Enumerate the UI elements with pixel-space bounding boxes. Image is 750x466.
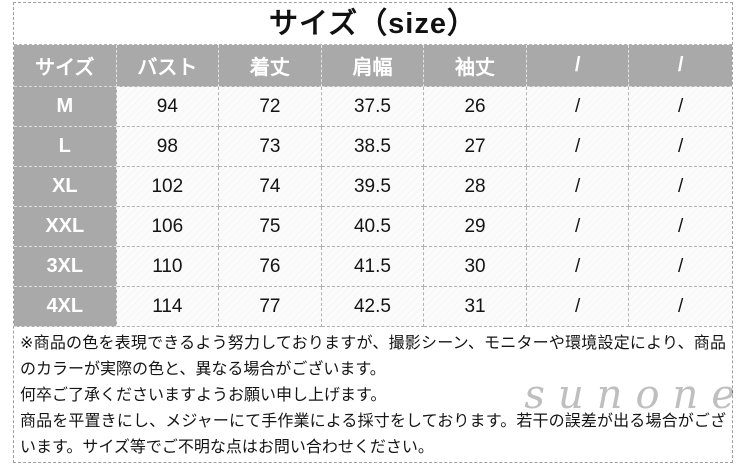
- table-cell: 26: [424, 87, 527, 127]
- table-cell: 77: [219, 287, 322, 327]
- table-cell: 76: [219, 247, 322, 287]
- table-row: M 94 72 37.5 26 / /: [14, 87, 732, 127]
- table-cell: 37.5: [321, 87, 425, 127]
- page-title: サイズ（size）: [14, 3, 732, 45]
- size-table: サイズ バスト 着丈 肩幅 袖丈 / / M 94 72 37.5 26 /: [14, 45, 732, 327]
- size-table-body: M 94 72 37.5 26 / / L 98 73 38.5 27 / /: [14, 87, 732, 327]
- table-cell: /: [629, 167, 732, 207]
- table-cell: 106: [116, 207, 220, 247]
- table-cell: 39.5: [321, 167, 425, 207]
- note-understanding-request: 何卒ご了承くださいますようお願い申し上げます。: [20, 387, 387, 404]
- table-cell: /: [526, 207, 630, 247]
- column-header-shoulder: 肩幅: [321, 45, 425, 87]
- table-row: L 98 73 38.5 27 / /: [14, 127, 732, 167]
- table-row: 4XL 114 77 42.5 31 / /: [14, 287, 732, 327]
- table-cell: 74: [219, 167, 322, 207]
- column-header-blank-2: /: [629, 45, 732, 87]
- table-cell: 102: [116, 167, 220, 207]
- table-cell: 110: [116, 247, 220, 287]
- table-cell: /: [629, 127, 732, 167]
- table-cell: 38.5: [321, 127, 425, 167]
- header-row: サイズ バスト 着丈 肩幅 袖丈 / /: [14, 45, 732, 87]
- table-cell: 28: [424, 167, 527, 207]
- table-cell: 41.5: [321, 247, 425, 287]
- table-cell: /: [629, 247, 732, 287]
- table-cell: 42.5: [321, 287, 425, 327]
- table-cell: /: [629, 87, 732, 127]
- table-cell: 40.5: [321, 207, 425, 247]
- size-label: M: [14, 87, 117, 127]
- table-cell: /: [526, 87, 630, 127]
- table-cell: 30: [424, 247, 527, 287]
- note-measurement-disclaimer: 商品を平置きにし、メジャーにて手作業による採寸をしております。若干の誤差が出る場…: [20, 413, 726, 456]
- table-cell: /: [526, 167, 630, 207]
- size-table-header: サイズ バスト 着丈 肩幅 袖丈 / /: [14, 45, 732, 87]
- table-cell: 29: [424, 207, 527, 247]
- table-cell: 27: [424, 127, 527, 167]
- column-header-size: サイズ: [14, 45, 117, 87]
- size-label: XXL: [14, 207, 117, 247]
- column-header-sleeve: 袖丈: [424, 45, 527, 87]
- table-cell: 114: [116, 287, 220, 327]
- table-cell: /: [629, 287, 732, 327]
- table-cell: 72: [219, 87, 322, 127]
- notes-section: ※商品の色を表現できるよう努力しておりますが、撮影シーン、モニターや環境設定によ…: [14, 327, 732, 461]
- table-cell: 98: [116, 127, 220, 167]
- table-row: XXL 106 75 40.5 29 / /: [14, 207, 732, 247]
- table-row: 3XL 110 76 41.5 30 / /: [14, 247, 732, 287]
- table-row: XL 102 74 39.5 28 / /: [14, 167, 732, 207]
- size-label: 3XL: [14, 247, 117, 287]
- table-cell: 73: [219, 127, 322, 167]
- table-cell: /: [526, 127, 630, 167]
- column-header-length: 着丈: [219, 45, 322, 87]
- size-chart-panel: サイズ（size） サイズ バスト 着丈 肩幅 袖丈 / / M 94 72: [13, 2, 733, 463]
- table-cell: /: [526, 247, 630, 287]
- note-color-disclaimer: ※商品の色を表現できるよう努力しておりますが、撮影シーン、モニターや環境設定によ…: [20, 335, 726, 378]
- table-cell: 75: [219, 207, 322, 247]
- column-header-blank-1: /: [526, 45, 630, 87]
- size-label: XL: [14, 167, 117, 207]
- table-cell: 31: [424, 287, 527, 327]
- size-label: L: [14, 127, 117, 167]
- table-cell: 94: [116, 87, 220, 127]
- column-header-bust: バスト: [116, 45, 220, 87]
- table-cell: /: [629, 207, 732, 247]
- table-cell: /: [526, 287, 630, 327]
- size-label: 4XL: [14, 287, 117, 327]
